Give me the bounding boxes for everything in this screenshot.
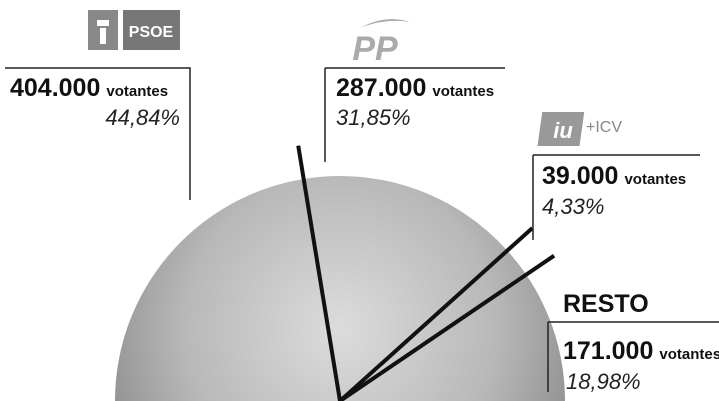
votes-number: 287.000 [336,74,426,102]
slice-divider [338,226,534,401]
resto-label: RESTO [563,290,649,318]
percent-label: 18,98% [566,369,641,394]
votes-label: 171.000 votantes [563,337,719,365]
votes-label: 39.000 votantes [542,162,686,190]
callout-line [324,67,505,162]
votes-unit: votantes [106,83,168,100]
votes-number: 39.000 [542,162,618,190]
pie-slice [115,178,340,401]
votes-number: 171.000 [563,337,653,365]
percent-label: 44,84% [105,105,180,130]
pie-slice [303,176,508,401]
votes-unit: votantes [659,346,719,363]
votes-number: 404.000 [10,74,100,102]
psoe-text: PSOE [129,24,174,41]
psoe-logo: PSOE [88,10,180,50]
votes-label: 404.000 votantes [10,74,168,102]
votes-unit: votantes [624,171,686,188]
callout-line [547,321,719,392]
icv-text: +ICV [586,119,622,136]
slice-divider [338,254,556,401]
pp-text: PP [352,30,398,68]
slice-divider [296,145,342,401]
pie-slice [340,250,527,401]
pie-slice [340,274,565,401]
callout-line [532,154,700,240]
percent-label: 4,33% [542,194,604,219]
svg-text:iu: iu [553,118,573,143]
votes-label: 287.000 votantes [336,74,494,102]
iu-logo: iu +ICV [537,112,622,146]
pp-logo: PP [352,19,410,68]
labels: 404.000 votantes 44,84% 287.000 votantes 31,8… [5,67,719,394]
callout-line [5,67,191,200]
pie [115,145,565,401]
votes-unit: votantes [432,83,494,100]
percent-label: 31,85% [336,105,411,130]
